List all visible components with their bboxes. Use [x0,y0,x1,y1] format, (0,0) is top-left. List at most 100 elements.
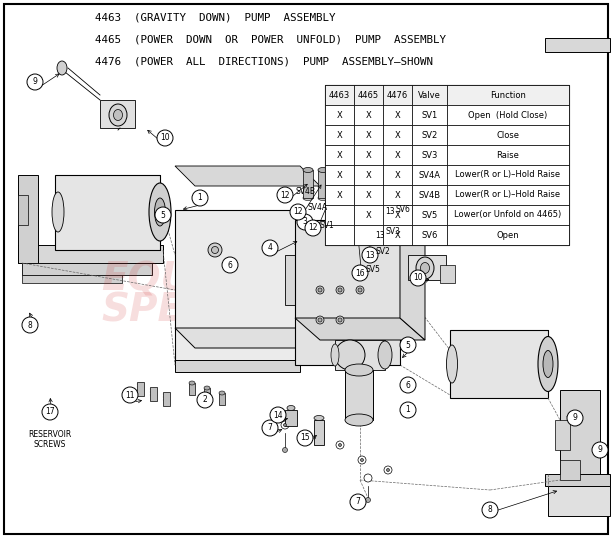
Circle shape [482,502,498,518]
Text: SV3: SV3 [386,228,401,237]
Bar [412,105,447,125]
Text: 4: 4 [267,244,272,252]
Ellipse shape [336,286,344,294]
Ellipse shape [318,195,328,201]
Bar [354,85,383,105]
Circle shape [22,317,38,333]
Bar [447,145,569,165]
Bar [447,85,569,105]
Ellipse shape [283,423,286,427]
Text: 14: 14 [273,410,283,420]
Ellipse shape [358,288,362,292]
Bar [100,100,135,128]
Bar [325,125,354,145]
Bar [354,205,383,225]
Text: 6: 6 [406,380,411,390]
Circle shape [400,402,416,418]
Ellipse shape [362,195,372,201]
Bar [354,165,383,185]
Text: X: X [337,110,342,119]
Circle shape [27,74,43,90]
Ellipse shape [347,173,357,179]
Bar [18,195,28,225]
Circle shape [157,130,173,146]
Bar [325,205,354,225]
Ellipse shape [420,263,430,273]
Ellipse shape [360,458,364,462]
Bar [447,205,569,225]
Bar [362,176,372,198]
Bar [560,460,580,480]
Bar [383,225,412,245]
Bar [204,388,210,400]
Bar [325,145,354,165]
Ellipse shape [189,381,195,385]
Text: 10: 10 [160,133,170,143]
Ellipse shape [538,336,558,392]
Text: X: X [365,131,371,139]
Text: EQUIPMENT: EQUIPMENT [101,261,359,299]
Text: 1: 1 [198,194,203,202]
Bar [383,205,412,225]
Ellipse shape [362,173,372,179]
Text: 5: 5 [406,341,411,350]
Ellipse shape [447,345,458,383]
Text: SPECIALISTS: SPECIALISTS [101,291,379,329]
Bar [440,265,455,283]
Bar [219,393,225,405]
Ellipse shape [335,340,365,370]
Bar [55,175,160,250]
Bar [412,225,447,245]
Ellipse shape [336,316,344,324]
Bar [447,105,569,125]
Circle shape [290,204,306,220]
Ellipse shape [316,286,324,294]
Ellipse shape [416,257,434,279]
Text: 8: 8 [488,506,493,514]
Ellipse shape [378,341,392,369]
Text: 9: 9 [573,414,578,422]
Polygon shape [175,166,320,186]
Text: 6: 6 [228,260,233,270]
Text: X: X [365,171,371,180]
Bar [18,245,163,263]
Text: X: X [337,171,342,180]
Bar [548,486,610,516]
Ellipse shape [358,456,366,464]
Text: X: X [395,190,400,200]
Text: 4465  (POWER  DOWN  OR  POWER  UNFOLD)  PUMP  ASSEMBLY: 4465 (POWER DOWN OR POWER UNFOLD) PUMP A… [95,34,446,44]
Ellipse shape [208,243,222,257]
Bar [175,360,300,372]
Bar [332,170,342,198]
Text: X: X [395,151,400,159]
Bar [22,263,152,275]
Text: X: X [395,210,400,220]
Bar [325,225,354,245]
Text: X: X [337,151,342,159]
Text: Close: Close [496,131,520,139]
Bar [383,125,412,145]
Ellipse shape [113,110,122,121]
Text: 5: 5 [160,210,165,220]
Ellipse shape [204,386,210,390]
Ellipse shape [376,173,386,179]
Ellipse shape [283,448,288,452]
Circle shape [592,442,608,458]
Bar [150,387,157,401]
Ellipse shape [318,318,322,322]
Bar [447,165,569,185]
Bar [335,340,385,370]
Text: 7: 7 [267,423,272,433]
Text: 12: 12 [293,208,303,216]
Ellipse shape [52,192,64,232]
Text: 4463  (GRAVITY  DOWN)  PUMP  ASSEMBLY: 4463 (GRAVITY DOWN) PUMP ASSEMBLY [95,12,335,22]
Text: SV4A: SV4A [419,171,441,180]
Text: RESERVOIR
SCREWS: RESERVOIR SCREWS [28,430,72,449]
Circle shape [270,407,286,423]
Bar [347,176,357,198]
Circle shape [122,387,138,403]
Bar [447,225,569,245]
Circle shape [297,214,313,230]
Text: SV4A: SV4A [307,203,327,213]
Text: X: X [337,131,342,139]
